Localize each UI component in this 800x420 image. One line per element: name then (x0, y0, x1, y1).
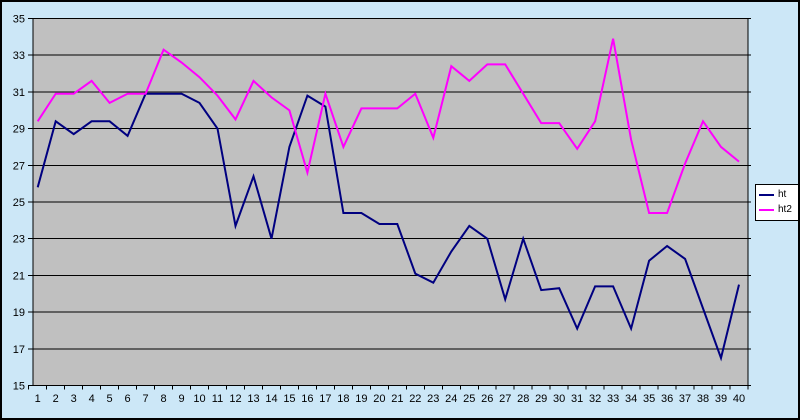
x-axis-label: 5 (107, 393, 113, 405)
x-axis-label: 24 (445, 393, 457, 405)
x-axis-label: 14 (265, 393, 277, 405)
x-axis-label: 10 (193, 393, 205, 405)
x-axis-label: 8 (161, 393, 167, 405)
ht2-line-sample-icon (759, 209, 774, 212)
x-axis-label: 39 (715, 393, 727, 405)
legend-item-ht: ht (756, 189, 798, 201)
x-axis-label: 27 (499, 393, 511, 405)
x-axis-label: 40 (733, 393, 745, 405)
y-axis-label: 15 (13, 381, 25, 393)
x-axis-label: 6 (125, 393, 131, 405)
legend-label-ht: ht (778, 188, 787, 200)
y-axis-label: 21 (13, 270, 25, 282)
legend: ht ht2 (755, 184, 798, 221)
x-axis-label: 35 (643, 393, 655, 405)
x-axis-label: 38 (697, 393, 709, 405)
x-axis-label: 1 (35, 393, 41, 405)
x-axis-label: 21 (391, 393, 403, 405)
x-axis-label: 17 (319, 393, 331, 405)
x-axis-label: 28 (517, 393, 529, 405)
x-axis-label: 34 (625, 393, 637, 405)
y-axis-label: 29 (13, 124, 25, 136)
x-axis-label: 22 (409, 393, 421, 405)
x-axis-label: 3 (71, 393, 77, 405)
legend-label-ht2: ht2 (778, 204, 792, 216)
x-axis-label: 29 (535, 393, 547, 405)
x-axis-label: 13 (247, 393, 259, 405)
x-axis-label: 12 (229, 393, 241, 405)
x-axis-label: 7 (143, 393, 149, 405)
x-axis-label: 31 (571, 393, 583, 405)
y-axis-label: 27 (13, 160, 25, 172)
y-axis-label: 17 (13, 344, 25, 356)
ht-line-sample-icon (759, 193, 774, 196)
y-axis-label: 25 (13, 197, 25, 209)
y-axis-label: 19 (13, 307, 25, 319)
x-axis-label: 33 (607, 393, 619, 405)
series-line-ht2 (36, 38, 740, 214)
x-axis-label: 16 (301, 393, 313, 405)
x-axis-label: 20 (373, 393, 385, 405)
x-axis-label: 37 (679, 393, 691, 405)
y-axis-label: 31 (13, 87, 25, 99)
x-axis-label: 32 (589, 393, 601, 405)
legend-item-ht2: ht2 (756, 204, 798, 216)
series-line-ht (36, 92, 740, 362)
y-axis-label: 35 (13, 14, 25, 26)
x-axis-label: 9 (178, 393, 184, 405)
x-axis-label: 19 (355, 393, 367, 405)
y-axis-label: 23 (13, 234, 25, 246)
x-axis-label: 26 (481, 393, 493, 405)
x-axis-label: 4 (89, 393, 95, 405)
y-axis-label: 33 (13, 50, 25, 62)
x-axis-label: 23 (427, 393, 439, 405)
x-axis-label: 2 (53, 393, 59, 405)
x-axis-label: 25 (463, 393, 475, 405)
x-axis-label: 11 (212, 393, 223, 405)
x-axis-label: 36 (661, 393, 673, 405)
x-axis-label: 15 (283, 393, 295, 405)
x-axis-label: 30 (553, 393, 565, 405)
x-axis-label: 18 (337, 393, 349, 405)
